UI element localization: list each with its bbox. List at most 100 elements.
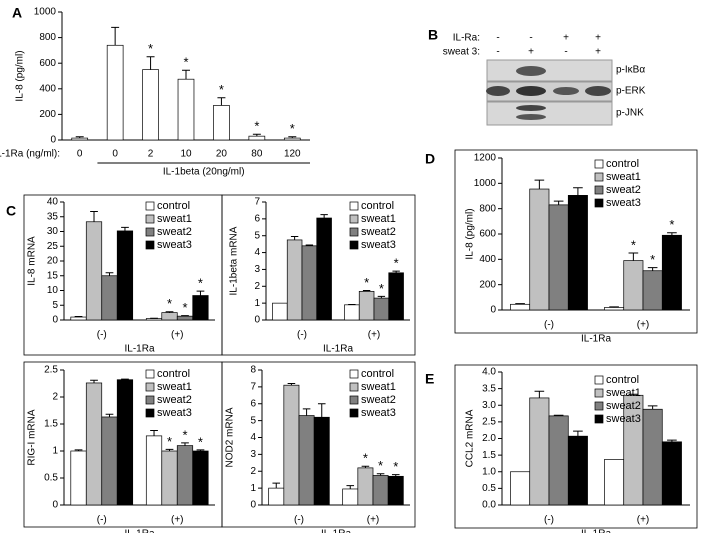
error-bar [628, 393, 639, 396]
y-tick-label: 2 [254, 281, 260, 292]
error-bar [305, 244, 314, 246]
blot-band [585, 86, 611, 96]
bar [161, 450, 178, 506]
legend-label: control [606, 158, 639, 170]
y-tick-label: 800 [479, 203, 496, 214]
legend-label: sweat1 [361, 381, 396, 393]
error-bar [90, 210, 98, 222]
y-tick-label: 35 [47, 211, 59, 222]
bar [71, 137, 89, 141]
legend-label: sweat1 [157, 213, 192, 225]
error-bar [111, 26, 120, 46]
legend-swatch [594, 198, 604, 208]
legend-swatch [594, 401, 604, 411]
y-tick-label: 0 [52, 315, 58, 326]
y-tick-label: 0 [50, 135, 56, 146]
bar [248, 135, 266, 141]
legend-swatch [145, 214, 155, 224]
error-bar [287, 383, 296, 386]
blot-band-label: p-ERK [616, 86, 646, 97]
legend-label: control [157, 368, 190, 380]
legend-swatch [349, 214, 359, 224]
error-bar [150, 429, 158, 436]
x-tick-label: 0 [77, 149, 83, 160]
legend-swatch [145, 227, 155, 237]
x-tick-label: (-) [97, 515, 107, 526]
bar [283, 384, 300, 506]
bar [161, 312, 178, 321]
error-bar [573, 430, 583, 437]
legend-swatch [145, 395, 155, 405]
y-tick-label: 0.0 [482, 500, 496, 511]
bar [642, 270, 663, 311]
x-tick-label: (+) [171, 515, 184, 526]
bar [567, 195, 588, 311]
blot-strip [486, 59, 613, 82]
y-tick-label: 2 [52, 392, 58, 403]
legend-label: sweat1 [361, 213, 396, 225]
legend-swatch [594, 375, 604, 385]
significance-mark: * [363, 451, 368, 466]
significance-mark: * [364, 275, 369, 290]
bar [358, 290, 375, 321]
x-tick-label: (-) [544, 320, 554, 331]
significance-mark: * [631, 237, 636, 252]
bar [85, 221, 103, 321]
bar [344, 304, 360, 321]
y-tick-label: 4 [250, 432, 256, 443]
error-bar [553, 414, 564, 416]
legend-label: sweat2 [157, 226, 192, 238]
x-tick-label: (-) [97, 330, 107, 341]
legend-label: sweat3 [157, 239, 192, 251]
panel-letter: A [12, 5, 22, 21]
y-tick-label: 2.5 [44, 365, 58, 376]
bar [176, 445, 194, 506]
significance-mark: * [393, 459, 398, 474]
x-axis-title: IL-1Ra [581, 334, 611, 345]
bar [529, 397, 550, 506]
legend-swatch [349, 382, 359, 392]
blot-header-label: IL-Ra: [453, 33, 480, 44]
legend-swatch [145, 369, 155, 379]
significance-mark: * [182, 427, 187, 442]
y-tick-label: 4.0 [482, 367, 496, 378]
error-bar [376, 473, 385, 476]
y-tick-label: 5 [250, 415, 256, 426]
x-tick-label: 0 [112, 149, 118, 160]
legend-swatch [349, 240, 359, 250]
x-tick-label: (+) [368, 330, 381, 341]
error-bar [196, 290, 205, 296]
bar [192, 295, 209, 321]
significance-mark: * [290, 121, 295, 136]
y-tick-label: 200 [479, 279, 496, 290]
legend-label: sweat2 [361, 226, 396, 238]
bar [106, 44, 124, 141]
x-tick-label: 120 [284, 149, 301, 160]
error-bar [288, 136, 297, 139]
blot-band-label: p-IκBα [616, 65, 645, 76]
blot-header-value: - [496, 33, 499, 44]
legend-label: control [157, 200, 190, 212]
y-tick-label: 3.0 [482, 400, 496, 411]
error-bar [302, 408, 311, 416]
legend-swatch [145, 240, 155, 250]
bar [548, 415, 569, 506]
y-tick-label: 10 [47, 285, 59, 296]
error-bar [317, 403, 326, 418]
legend-swatch [594, 172, 604, 182]
error-bar [320, 214, 328, 219]
error-bar [362, 290, 371, 292]
bar [387, 475, 404, 506]
error-bar [181, 315, 189, 317]
legend-label: sweat3 [361, 407, 396, 419]
error-bar [74, 449, 83, 451]
y-tick-label: 20 [47, 256, 59, 267]
significance-mark: * [182, 300, 187, 315]
bar [192, 450, 209, 506]
panel-letter: E [425, 371, 434, 387]
y-tick-label: 3.5 [482, 383, 496, 394]
legend-label: sweat3 [157, 407, 192, 419]
significance-mark: * [394, 256, 399, 271]
error-bar [553, 200, 564, 205]
